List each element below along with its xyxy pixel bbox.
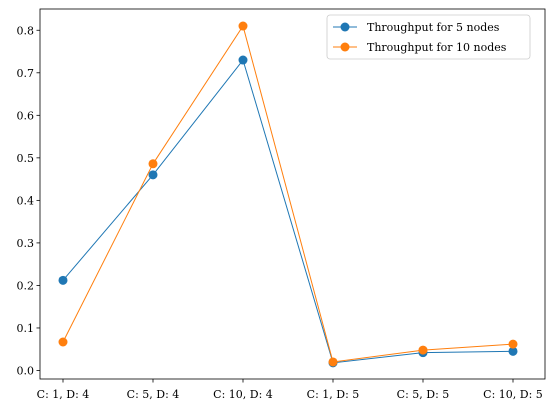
x-tick-label: C: 1, D: 5 (307, 388, 360, 401)
data-point (508, 346, 518, 356)
data-point (58, 337, 68, 347)
y-tick-label: 0.8 (17, 24, 35, 37)
data-point (328, 357, 338, 367)
legend-box (326, 14, 531, 60)
x-axis: C: 1, D: 4 C: 5, D: 4 C: 10, D: 4 C: 1, D: … (37, 379, 543, 401)
y-tick-label: 0.6 (17, 109, 35, 122)
y-tick-label: 0.0 (17, 364, 35, 377)
y-tick-label: 0.4 (17, 194, 35, 207)
data-point (148, 170, 158, 180)
x-tick-label: C: 1, D: 4 (37, 388, 90, 401)
y-tick-label: 0.5 (17, 152, 35, 165)
legend-label: Throughput for 5 nodes (367, 21, 500, 34)
x-tick-label: C: 10, D: 5 (483, 388, 543, 401)
series-line (62, 24, 514, 363)
legend-marker (340, 22, 350, 32)
x-tick-label: C: 5, D: 4 (127, 388, 180, 401)
y-tick-label: 0.3 (17, 237, 35, 250)
plot-area (39, 8, 546, 380)
series-2 (58, 21, 518, 367)
y-axis: 0.0 0.1 0.2 0.3 0.4 0.5 0.6 0.7 0.8 (17, 24, 40, 377)
data-point (148, 159, 158, 169)
legend: Throughput for 5 nodes Throughput for 10 … (326, 14, 531, 60)
y-tick-label: 0.7 (17, 67, 35, 80)
series-layer (58, 21, 518, 368)
data-point (58, 275, 68, 285)
data-point (238, 21, 248, 31)
x-tick-label: C: 10, D: 4 (213, 388, 273, 401)
legend-label: Throughput for 10 nodes (367, 41, 507, 54)
x-tick-label: C: 5, D: 5 (397, 388, 450, 401)
legend-marker (340, 42, 350, 52)
y-tick-label: 0.2 (17, 279, 35, 292)
data-point (418, 345, 428, 355)
data-point (238, 55, 248, 65)
y-tick-label: 0.1 (17, 322, 35, 335)
data-point (508, 339, 518, 349)
